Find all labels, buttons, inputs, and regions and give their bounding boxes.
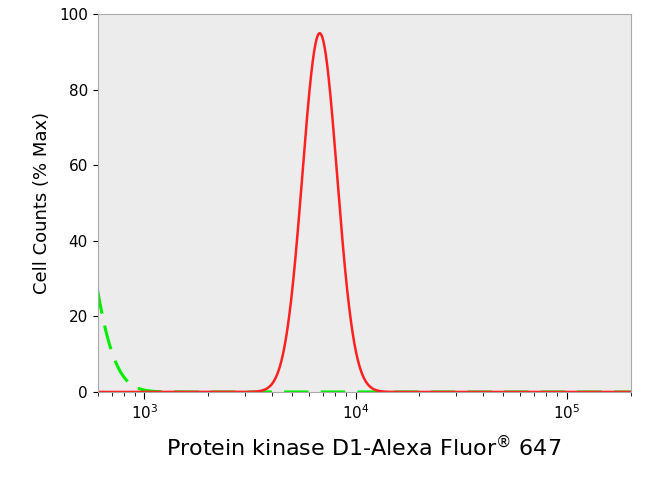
Y-axis label: Cell Counts (% Max): Cell Counts (% Max) — [32, 112, 51, 294]
X-axis label: Protein kinase D1-Alexa Fluor$^{\mathsf{\circledR}}$ 647: Protein kinase D1-Alexa Fluor$^{\mathsf{… — [166, 434, 562, 459]
